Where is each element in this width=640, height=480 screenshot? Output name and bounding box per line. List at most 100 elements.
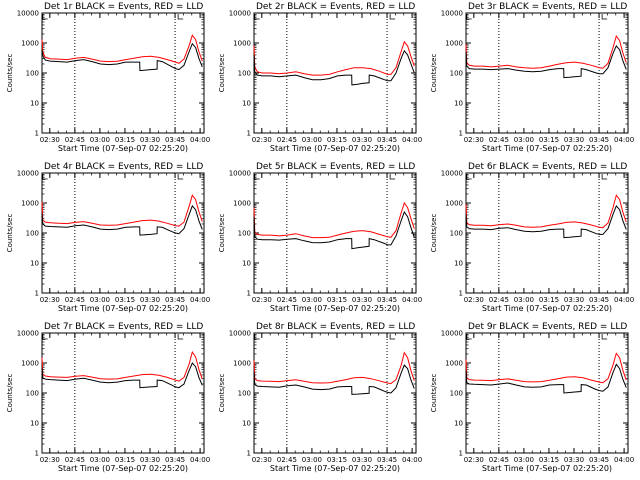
y-axis-label: Counts/sec — [218, 214, 226, 253]
y-axis-label: Counts/sec — [6, 54, 14, 93]
orbit-marker — [254, 174, 260, 180]
x-axis-label: Start Time (07-Sep-07 02:25:20) — [270, 464, 400, 473]
y-tick-label: 10 — [242, 260, 251, 268]
x-tick-label: 04:00 — [614, 136, 634, 144]
x-axis-label: Start Time (07-Sep-07 02:25:20) — [270, 144, 400, 153]
panel-det-9: Det 9r BLACK = Events, RED = LLD 1 10 100 10… — [430, 322, 634, 473]
panel-title: Det 2r BLACK = Events, RED = LLD — [256, 2, 415, 12]
x-tick-label: 03:45 — [377, 296, 397, 304]
panel-det-1: Det 1r BLACK = Events, RED = LLD 1 10 100 10… — [6, 2, 210, 153]
orbit-marker — [177, 334, 184, 340]
orbit-marker — [601, 14, 608, 20]
y-tick-label: 1 — [247, 450, 251, 458]
x-tick-label: 02:30 — [40, 136, 60, 144]
y-tick-label: 10000 — [441, 170, 463, 178]
x-tick-label: 03:00 — [302, 456, 322, 464]
y-tick-label: 1 — [247, 290, 251, 298]
x-tick-label: 03:15 — [539, 296, 559, 304]
x-tick-label: 03:30 — [352, 296, 372, 304]
panel-det-6: Det 6r BLACK = Events, RED = LLD 1 10 100 10… — [430, 162, 634, 313]
panel-title: Det 1r BLACK = Events, RED = LLD — [44, 2, 203, 12]
y-tick-label: 100 — [26, 390, 39, 398]
y-tick-label: 1000 — [445, 40, 463, 48]
y-tick-label: 1000 — [21, 200, 39, 208]
x-tick-label: 04:00 — [402, 136, 422, 144]
y-tick-label: 1 — [247, 130, 251, 138]
y-axis-label: Counts/sec — [218, 54, 226, 93]
series-line-events — [465, 204, 627, 239]
x-tick-label: 02:45 — [65, 136, 85, 144]
x-tick-label: 02:30 — [252, 456, 272, 464]
y-tick-label: 10000 — [229, 170, 251, 178]
y-tick-label: 1 — [35, 130, 39, 138]
x-tick-label: 02:30 — [464, 296, 484, 304]
x-tick-label: 02:30 — [40, 456, 60, 464]
x-tick-label: 03:00 — [302, 136, 322, 144]
y-tick-label: 10 — [30, 260, 39, 268]
x-tick-label: 03:30 — [564, 136, 584, 144]
x-tick-label: 03:30 — [352, 456, 372, 464]
panel-title: Det 5r BLACK = Events, RED = LLD — [256, 162, 415, 172]
x-tick-label: 03:15 — [115, 456, 135, 464]
orbit-marker — [42, 334, 48, 340]
y-tick-label: 10 — [30, 420, 39, 428]
x-tick-label: 03:00 — [90, 296, 110, 304]
y-tick-label: 10 — [242, 100, 251, 108]
x-tick-label: 04:00 — [402, 456, 422, 464]
series-line-events — [253, 210, 415, 250]
x-tick-label: 03:45 — [165, 456, 185, 464]
orbit-marker — [42, 14, 48, 20]
x-tick-label: 03:15 — [539, 136, 559, 144]
y-tick-label: 10 — [242, 420, 251, 428]
x-tick-label: 04:00 — [190, 296, 210, 304]
orbit-marker — [389, 334, 396, 340]
orbit-marker — [177, 174, 184, 180]
x-tick-label: 03:30 — [140, 296, 160, 304]
x-tick-label: 03:45 — [589, 136, 609, 144]
panel-det-8: Det 8r BLACK = Events, RED = LLD 1 10 100 10… — [218, 322, 422, 473]
series-line-events — [41, 204, 203, 236]
x-tick-label: 03:15 — [539, 456, 559, 464]
x-tick-label: 02:30 — [464, 456, 484, 464]
x-tick-label: 03:15 — [327, 136, 347, 144]
x-tick-label: 02:45 — [65, 296, 85, 304]
x-tick-label: 02:30 — [40, 296, 60, 304]
x-axis-label: Start Time (07-Sep-07 02:25:20) — [270, 304, 400, 313]
x-tick-label: 04:00 — [190, 136, 210, 144]
orbit-marker — [601, 174, 608, 180]
x-tick-label: 02:30 — [252, 296, 272, 304]
panel-det-7: Det 7r BLACK = Events, RED = LLD 1 10 100 10… — [6, 322, 210, 473]
x-tick-label: 02:45 — [489, 136, 509, 144]
series-line-lld — [465, 352, 627, 384]
y-tick-label: 100 — [26, 230, 39, 238]
y-tick-label: 1000 — [21, 360, 39, 368]
x-tick-label: 03:45 — [377, 456, 397, 464]
y-axis-label: Counts/sec — [430, 214, 438, 253]
panel-title: Det 9r BLACK = Events, RED = LLD — [468, 322, 627, 332]
orbit-marker — [389, 174, 396, 180]
x-tick-label: 03:45 — [165, 136, 185, 144]
series-line-lld — [253, 40, 415, 76]
x-tick-label: 03:30 — [352, 136, 372, 144]
series-line-events — [465, 363, 627, 394]
x-tick-label: 04:00 — [190, 456, 210, 464]
y-tick-label: 1 — [459, 450, 463, 458]
y-tick-label: 1 — [35, 450, 39, 458]
orbit-marker — [177, 14, 184, 20]
x-tick-label: 02:45 — [489, 456, 509, 464]
panel-title: Det 8r BLACK = Events, RED = LLD — [256, 322, 415, 332]
series-line-lld — [41, 194, 203, 227]
series-line-lld — [253, 351, 415, 385]
x-tick-label: 02:45 — [277, 136, 297, 144]
y-tick-label: 100 — [450, 390, 463, 398]
y-tick-label: 100 — [26, 70, 39, 78]
x-tick-label: 04:00 — [402, 296, 422, 304]
x-axis-label: Start Time (07-Sep-07 02:25:20) — [58, 464, 188, 473]
x-tick-label: 02:30 — [252, 136, 272, 144]
panel-title: Det 4r BLACK = Events, RED = LLD — [44, 162, 203, 172]
y-tick-label: 1000 — [233, 40, 251, 48]
series-line-lld — [253, 201, 415, 239]
y-tick-label: 1000 — [445, 200, 463, 208]
y-tick-label: 10 — [454, 420, 463, 428]
